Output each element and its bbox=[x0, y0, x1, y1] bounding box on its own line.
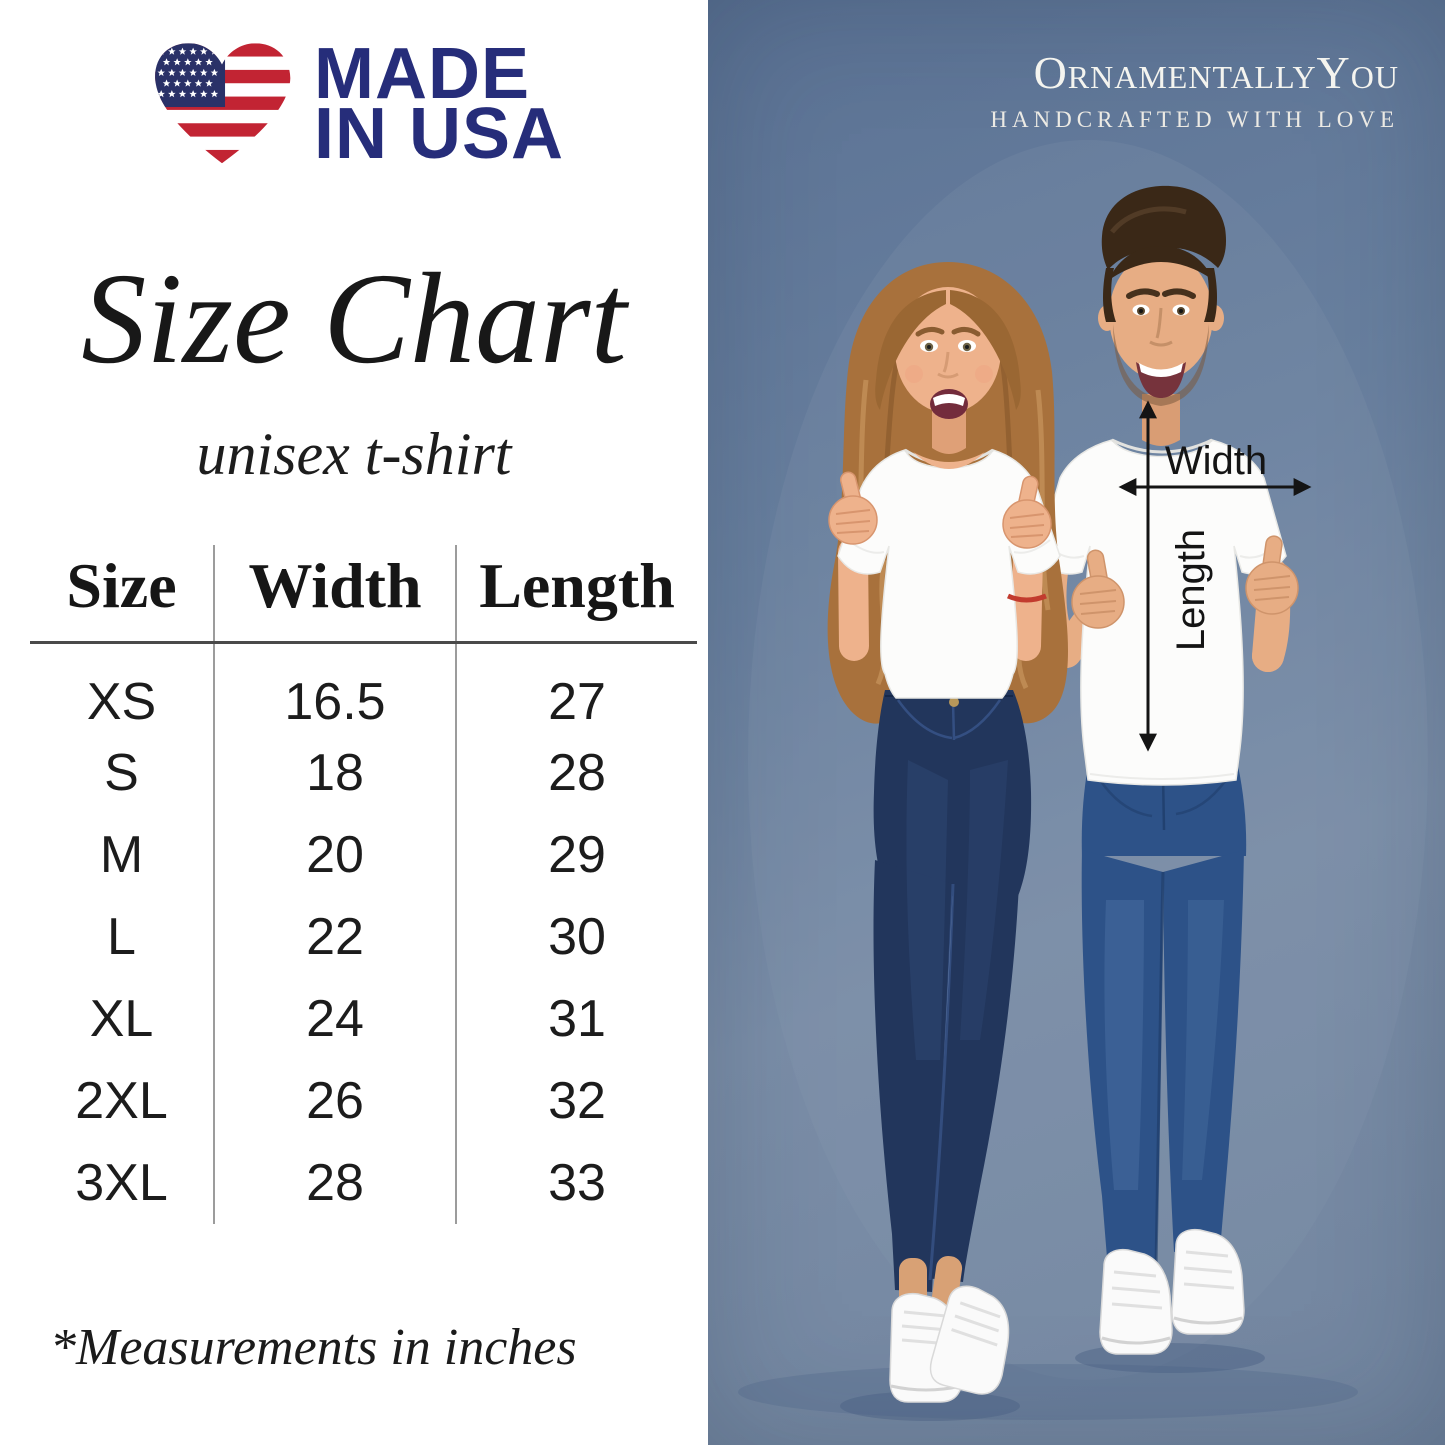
floor-shadow bbox=[738, 1364, 1358, 1420]
table-header-row: Size Width Length bbox=[30, 545, 697, 644]
cell-size: 2XL bbox=[75, 1072, 168, 1130]
cell-length: 31 bbox=[455, 978, 697, 1060]
man-hair bbox=[1101, 185, 1227, 270]
woman-sneakers bbox=[889, 1285, 1010, 1403]
column-header-width: Width bbox=[213, 545, 456, 644]
made-in-usa-badge: MADE IN USA bbox=[146, 34, 564, 174]
length-annotation-label: Length bbox=[1169, 529, 1213, 651]
cell-length: 32 bbox=[455, 1060, 697, 1142]
table-row: 2XL 26 32 bbox=[30, 1060, 697, 1142]
woman-face-details bbox=[905, 326, 993, 419]
measurement-annotations: Width Length bbox=[1118, 400, 1312, 752]
cell-size: 3XL bbox=[75, 1154, 168, 1212]
page-subtitle: unisex t-shirt bbox=[196, 421, 512, 487]
cell-length: 27 bbox=[455, 642, 697, 732]
woman-thumbs-up-left bbox=[828, 471, 878, 545]
cell-width: 26 bbox=[213, 1060, 456, 1142]
table-row: M 20 29 bbox=[30, 814, 697, 896]
man-thumbs-up-right bbox=[1245, 535, 1299, 615]
cell-width: 18 bbox=[213, 732, 456, 814]
usa-heart-flag-icon bbox=[155, 43, 291, 164]
table-row: 3XL 28 33 bbox=[30, 1142, 697, 1224]
brand-block: OrnamentallyYou HANDCRAFTED WITH LOVE bbox=[990, 46, 1399, 133]
man-sneakers bbox=[1099, 1228, 1245, 1355]
model-photo: OrnamentallyYou HANDCRAFTED WITH LOVE bbox=[708, 0, 1445, 1445]
cell-size: M bbox=[99, 826, 144, 884]
width-annotation-label: Width bbox=[1165, 439, 1267, 483]
cell-length: 33 bbox=[455, 1142, 697, 1224]
badge-line2: IN USA bbox=[314, 94, 565, 174]
table-row: XL 24 31 bbox=[30, 978, 697, 1060]
cell-size: XL bbox=[89, 990, 154, 1048]
man-face-details bbox=[1126, 288, 1196, 398]
red-bracelet bbox=[1006, 593, 1047, 603]
table-row: XS 16.5 27 bbox=[30, 642, 697, 732]
badge-line1: MADE bbox=[314, 33, 530, 114]
info-panel: MADE IN USA Size Chart unisex t-shirt Si… bbox=[0, 0, 708, 1445]
cell-size: S bbox=[104, 744, 139, 802]
cell-length: 28 bbox=[455, 732, 697, 814]
man-thumbs-up-left bbox=[1071, 549, 1125, 629]
cell-width: 16.5 bbox=[213, 642, 456, 732]
man-jeans bbox=[1081, 766, 1247, 1270]
cell-width: 28 bbox=[213, 1142, 456, 1224]
woman-thumbs-up-right bbox=[1002, 475, 1052, 603]
man-figure bbox=[1034, 185, 1299, 1373]
woman-figure bbox=[827, 262, 1068, 1421]
models-illustration: Width Length bbox=[738, 140, 1428, 1421]
cell-length: 30 bbox=[455, 896, 697, 978]
cell-size: L bbox=[107, 908, 136, 966]
cell-size: XS bbox=[86, 673, 157, 731]
measurements-footnote: *Measurements in inches bbox=[50, 1319, 577, 1376]
column-header-size: Size bbox=[30, 545, 214, 644]
cell-length: 29 bbox=[455, 814, 697, 896]
cell-width: 24 bbox=[213, 978, 456, 1060]
man-tshirt bbox=[1037, 439, 1287, 786]
column-header-length: Length bbox=[455, 545, 697, 644]
page-title: Size Chart bbox=[81, 247, 627, 391]
table-row: L 22 30 bbox=[30, 896, 697, 978]
size-table: Size Width Length XS 16.5 27 S 18 28 M bbox=[30, 545, 697, 1224]
brand-name: OrnamentallyYou bbox=[1033, 47, 1399, 98]
woman-tshirt bbox=[837, 449, 1061, 699]
made-in-usa-text: MADE IN USA bbox=[314, 33, 565, 174]
table-row: S 18 28 bbox=[30, 732, 697, 814]
brand-tagline: HANDCRAFTED WITH LOVE bbox=[990, 107, 1399, 132]
cell-width: 22 bbox=[213, 896, 456, 978]
cell-width: 20 bbox=[213, 814, 456, 896]
